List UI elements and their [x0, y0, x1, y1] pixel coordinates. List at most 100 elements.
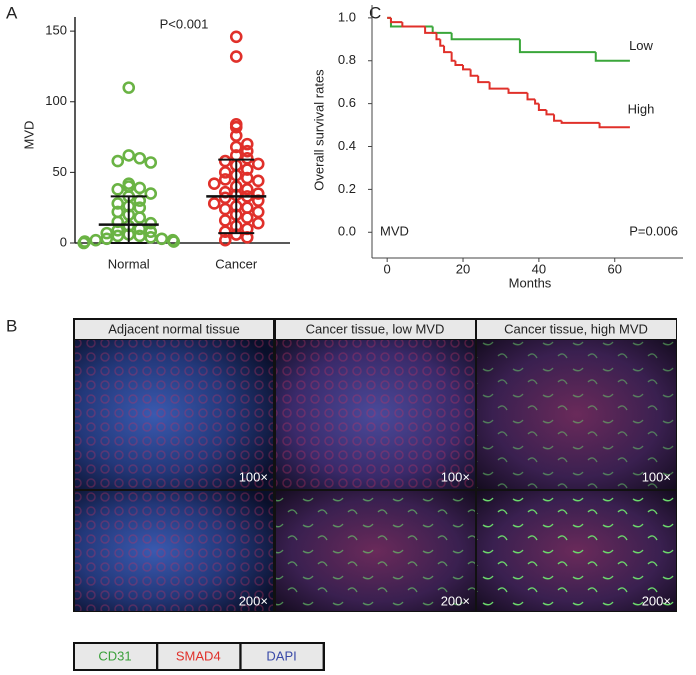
survival-step	[534, 99, 539, 105]
stain-label: SMAD4	[176, 648, 221, 663]
data-point	[218, 233, 232, 247]
y-axis-label: MVD	[21, 121, 36, 150]
survival-step	[389, 17, 403, 24]
y-tick-label: 0.2	[338, 181, 356, 196]
survival-step	[507, 88, 528, 94]
data-point	[218, 191, 232, 205]
stain-box	[241, 644, 323, 669]
data-point	[229, 50, 243, 63]
data-point	[144, 216, 158, 230]
y-tick-label: 0.0	[338, 224, 356, 239]
data-point	[240, 137, 254, 151]
survival-step	[454, 60, 464, 67]
data-point	[133, 181, 147, 195]
data-point	[229, 30, 243, 44]
magnification: 100×	[642, 469, 671, 484]
magnification: 100×	[239, 469, 268, 484]
x-axis-label: Months	[509, 275, 552, 290]
y-tick-label: 0	[60, 234, 67, 249]
magnification: 200×	[441, 593, 470, 608]
annotation: P<0.001	[160, 16, 209, 31]
x-tick-label: Normal	[108, 256, 150, 271]
x-tick-label: 0	[384, 261, 391, 276]
data-point	[144, 156, 158, 169]
panel-label: A	[6, 3, 18, 22]
survival-step	[560, 120, 600, 124]
magnification: 200×	[239, 593, 268, 608]
data-point	[133, 201, 147, 214]
data-point	[133, 211, 147, 224]
data-point	[240, 163, 254, 176]
x-tick-label: 60	[607, 261, 621, 276]
data-point	[218, 214, 232, 227]
column-header-box	[276, 320, 475, 339]
panel-label: C	[369, 3, 381, 22]
x-tick-label: 40	[532, 261, 546, 276]
data-point	[111, 197, 125, 210]
data-point	[218, 202, 232, 216]
series-label: Low	[629, 38, 653, 53]
y-axis-label: Overall survival rates	[311, 69, 326, 191]
data-point	[229, 140, 243, 154]
micrograph-texture	[276, 491, 475, 611]
micrograph-texture	[276, 340, 475, 489]
data-point	[229, 129, 243, 142]
data-point	[167, 235, 181, 248]
column-header: Cancer tissue, high MVD	[504, 321, 648, 336]
x-tick-label: 20	[456, 261, 470, 276]
stain-box	[158, 644, 240, 669]
survival-step	[598, 122, 630, 129]
stain-label: CD31	[98, 648, 131, 663]
data-point	[218, 225, 232, 238]
data-point	[240, 151, 254, 165]
data-point	[240, 211, 254, 224]
column-header: Cancer tissue, low MVD	[306, 321, 445, 336]
survival-step	[435, 32, 441, 41]
data-point	[122, 149, 136, 162]
y-tick-label: 150	[45, 23, 67, 38]
survival-step	[424, 26, 437, 34]
data-point	[144, 225, 158, 238]
y-tick-label: 1.0	[338, 9, 356, 24]
data-point	[207, 177, 221, 190]
micrographs: Adjacent normal tissue Cancer tissue, lo…	[73, 318, 677, 612]
survival-step	[439, 39, 445, 47]
data-point	[240, 201, 254, 214]
data-point	[111, 183, 125, 196]
data-point	[218, 154, 232, 168]
survival-step	[450, 52, 456, 62]
x-tick-label: Cancer	[215, 256, 258, 271]
data-point	[111, 215, 125, 229]
data-point	[240, 183, 254, 196]
column-header: Adjacent normal tissue	[108, 321, 240, 336]
annotation: MVD	[380, 223, 409, 238]
magnification: 100×	[441, 469, 470, 484]
data-point	[207, 197, 221, 210]
data-point	[100, 226, 114, 240]
data-point	[240, 144, 254, 158]
data-point	[251, 216, 265, 230]
survival-step	[594, 52, 630, 62]
micrograph-texture	[477, 340, 676, 489]
data-point	[218, 166, 232, 179]
y-tick-label: 50	[53, 164, 67, 179]
survival-step	[518, 39, 596, 54]
column-header-box	[75, 320, 273, 339]
column-header-box	[477, 320, 676, 339]
survival-step	[469, 69, 479, 77]
data-point	[133, 151, 147, 165]
data-point	[240, 171, 254, 185]
y-tick-label: 0.4	[338, 138, 356, 153]
survival-step	[401, 22, 426, 28]
data-point	[251, 187, 265, 200]
survival-step	[488, 82, 509, 90]
survival-step	[462, 65, 471, 71]
survival-step	[477, 75, 490, 84]
panel-label: B	[6, 316, 17, 335]
survival-step	[450, 32, 520, 41]
annotation: P=0.006	[629, 223, 678, 238]
data-point	[133, 229, 147, 243]
survival-step	[537, 103, 547, 112]
survival-step	[553, 114, 562, 122]
data-point	[218, 173, 232, 186]
